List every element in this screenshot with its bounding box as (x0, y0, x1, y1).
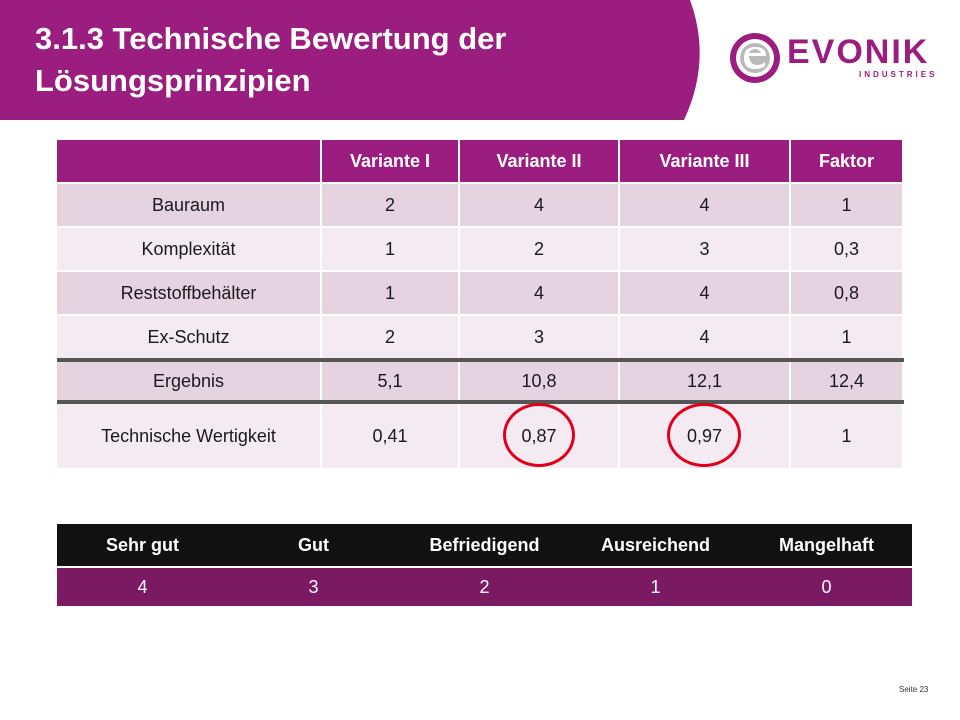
table-cell: 3 (619, 227, 791, 272)
logo-subline: INDUSTRIES (859, 70, 938, 79)
value-row: Technische Wertigkeit 0,41 0,87 0,97 1 (57, 402, 904, 470)
table-cell: 1 (790, 315, 904, 361)
table-cell: 4 (619, 271, 791, 316)
header-cell-variante-1: Variante I (321, 140, 460, 184)
value-cell: 0,41 (321, 402, 460, 470)
evonik-logo: EVONIK INDUSTRIES (727, 30, 942, 86)
table-cell: 1 (321, 271, 460, 316)
row-label: Bauraum (57, 183, 322, 228)
logo-wordmark: EVONIK (787, 33, 930, 71)
scale-label: Befriedigend (399, 524, 570, 568)
table-row: Komplexität 1 2 3 0,3 (57, 227, 904, 272)
table-cell: 4 (459, 271, 620, 316)
result-cell: 12,4 (790, 358, 904, 404)
table-cell: 2 (321, 315, 460, 361)
table-header-row: Variante I Variante II Variante III Fakt… (57, 140, 904, 184)
table-cell: 2 (459, 227, 620, 272)
header-cell-empty (57, 140, 322, 184)
rating-scale-table: Sehr gut Gut Befriedigend Ausreichend Ma… (57, 524, 912, 606)
scale-label: Sehr gut (57, 524, 228, 568)
table-row: Reststoffbehälter 1 4 4 0,8 (57, 271, 904, 316)
scale-label: Gut (228, 524, 399, 568)
result-row: Ergebnis 5,1 10,8 12,1 12,4 (57, 358, 904, 404)
table-cell: 0,8 (790, 271, 904, 316)
scale-value: 4 (57, 567, 228, 606)
highlight-circle-variante-2 (503, 403, 575, 467)
row-label: Komplexität (57, 227, 322, 272)
table-cell: 4 (459, 183, 620, 228)
header-cell-variante-2: Variante II (459, 140, 620, 184)
row-label: Reststoffbehälter (57, 271, 322, 316)
table-cell: 3 (459, 315, 620, 361)
table-cell: 1 (790, 183, 904, 228)
header-cell-faktor: Faktor (790, 140, 904, 184)
scale-label: Mangelhaft (741, 524, 912, 568)
table-cell: 0,3 (790, 227, 904, 272)
result-label: Ergebnis (57, 358, 322, 404)
table-cell: 1 (321, 227, 460, 272)
evaluation-table: Variante I Variante II Variante III Fakt… (57, 140, 904, 470)
result-cell: 12,1 (619, 358, 791, 404)
header-cell-variante-3: Variante III (619, 140, 791, 184)
result-cell: 10,8 (459, 358, 620, 404)
title-banner: 3.1.3 Technische Bewertung der Lösungspr… (0, 0, 960, 120)
table-cell: 2 (321, 183, 460, 228)
scale-value: 0 (741, 567, 912, 606)
scale-value: 3 (228, 567, 399, 606)
result-cell: 5,1 (321, 358, 460, 404)
page-title: 3.1.3 Technische Bewertung der Lösungspr… (35, 21, 507, 98)
scale-value: 1 (570, 567, 741, 606)
scale-value-row: 4 3 2 1 0 (57, 567, 912, 606)
value-label: Technische Wertigkeit (57, 402, 322, 470)
table-row: Bauraum 2 4 4 1 (57, 183, 904, 228)
scale-header-row: Sehr gut Gut Befriedigend Ausreichend Ma… (57, 524, 912, 568)
table-row: Ex-Schutz 2 3 4 1 (57, 315, 904, 361)
evonik-logo-mark-icon (730, 33, 780, 83)
title-banner-shape (0, 0, 700, 120)
page-number: Seite 23 (899, 685, 929, 694)
highlight-circle-variante-3 (667, 403, 741, 467)
scale-label: Ausreichend (570, 524, 741, 568)
value-cell: 1 (790, 402, 904, 470)
table-cell: 4 (619, 315, 791, 361)
row-label: Ex-Schutz (57, 315, 322, 361)
scale-value: 2 (399, 567, 570, 606)
table-cell: 4 (619, 183, 791, 228)
